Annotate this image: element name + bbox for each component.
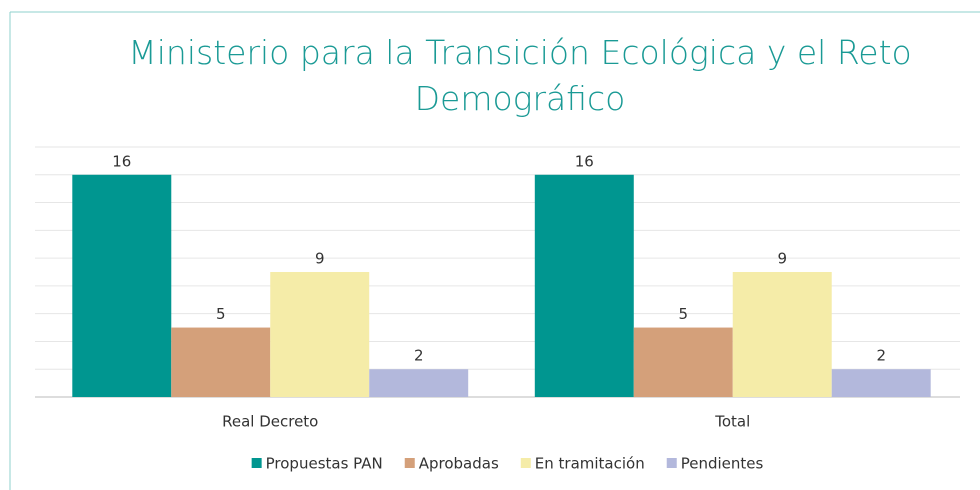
- legend-swatch: [520, 458, 531, 468]
- legend-item: Propuestas PAN: [251, 455, 383, 473]
- legend-swatch: [666, 458, 677, 468]
- bar: [534, 174, 634, 397]
- x-tick-label: Real Decreto: [222, 413, 318, 431]
- legend-item: En tramitación: [520, 455, 645, 473]
- legend-swatch: [251, 458, 262, 468]
- bar: [369, 369, 469, 397]
- legend-label: Propuestas PAN: [266, 455, 383, 473]
- bar: [171, 327, 271, 397]
- bar: [732, 272, 832, 397]
- value-label: 9: [315, 250, 325, 268]
- legend-label: En tramitación: [535, 455, 645, 473]
- bar: [270, 272, 370, 397]
- chart-title: Ministerio para la Transición Ecológica …: [128, 33, 912, 118]
- value-label: 16: [575, 152, 594, 170]
- x-tick-label: Total: [714, 413, 750, 431]
- legend-swatch: [404, 458, 415, 468]
- value-label: 5: [678, 305, 688, 323]
- value-label: 2: [876, 347, 886, 365]
- value-label: 2: [414, 347, 424, 365]
- legend-item: Aprobadas: [404, 455, 499, 473]
- bar: [633, 327, 733, 397]
- value-label: 16: [112, 152, 131, 170]
- value-label: 5: [216, 305, 226, 323]
- legend-item: Pendientes: [666, 455, 764, 473]
- bar: [72, 174, 172, 397]
- legend-label: Pendientes: [681, 455, 764, 473]
- value-label: 9: [777, 250, 787, 268]
- legend-label: Aprobadas: [419, 455, 499, 473]
- bar: [831, 369, 931, 397]
